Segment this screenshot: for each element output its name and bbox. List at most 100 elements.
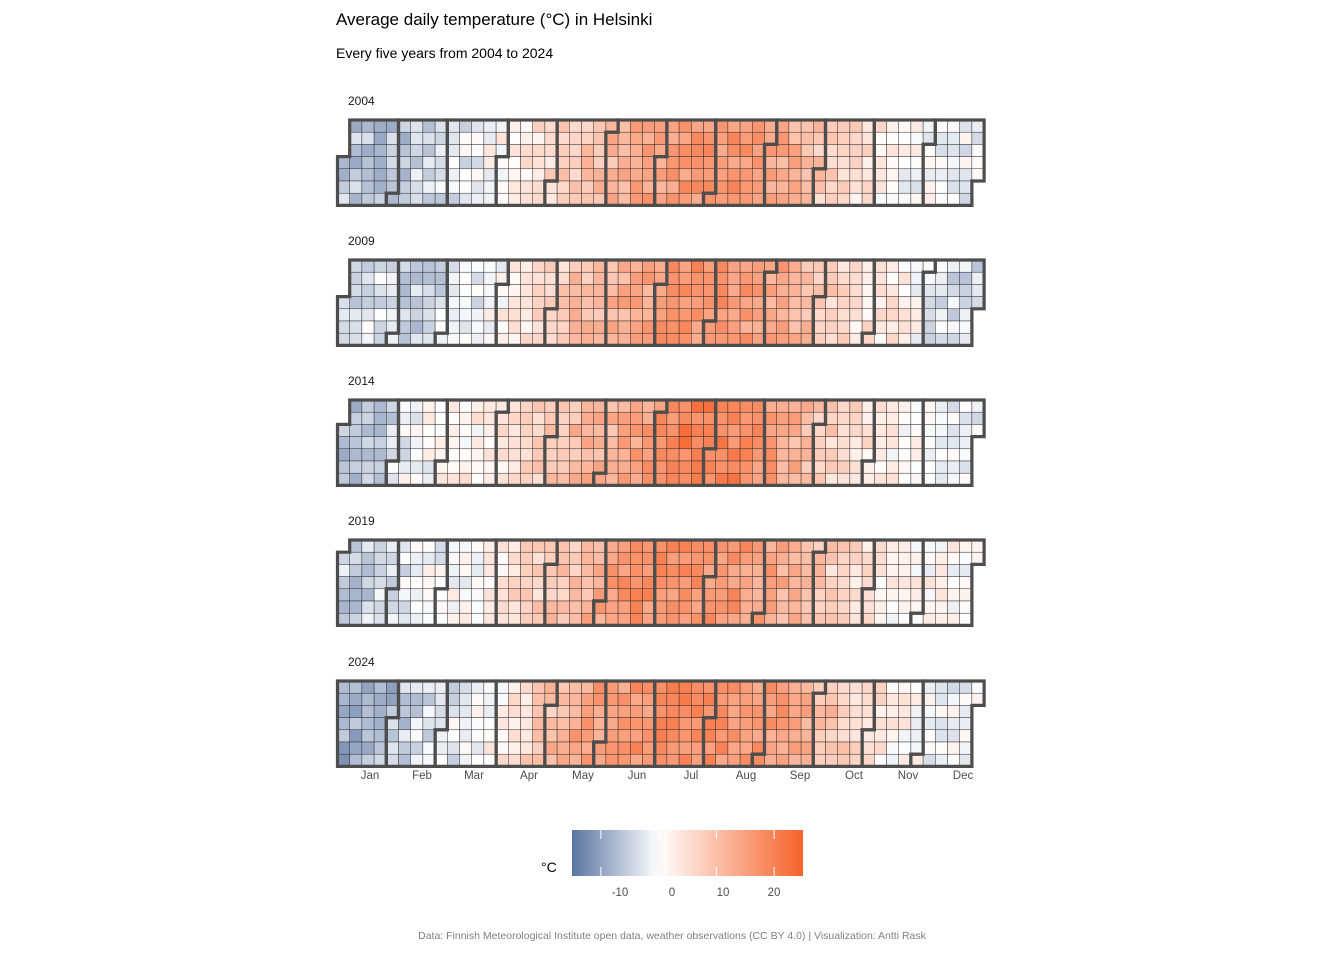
day-cell <box>935 692 948 706</box>
day-cell <box>959 436 973 450</box>
day-cell <box>642 119 655 133</box>
day-cell <box>471 460 485 474</box>
day-cell <box>739 411 753 425</box>
day-cell <box>495 168 509 182</box>
day-cell <box>569 168 582 182</box>
day-cell <box>752 472 765 486</box>
day-cell <box>837 448 851 462</box>
day-cell <box>569 192 582 206</box>
day-cell <box>837 332 851 346</box>
day-cell <box>508 436 521 450</box>
day-cell <box>422 192 436 206</box>
day-cell <box>947 705 960 718</box>
day-cell <box>837 259 851 273</box>
day-cell <box>788 180 802 194</box>
day-cell <box>581 424 594 437</box>
day-cell <box>910 551 924 565</box>
day-cell <box>483 411 497 425</box>
day-cell <box>569 156 582 170</box>
day-cell <box>739 705 753 718</box>
day-cell <box>581 741 594 755</box>
day-cell <box>593 320 607 334</box>
day-cell <box>605 192 619 206</box>
day-cell <box>617 168 631 182</box>
day-cell <box>910 168 924 182</box>
day-cell <box>349 588 363 602</box>
day-cell <box>861 180 875 194</box>
day-cell <box>410 612 424 626</box>
day-cell <box>715 576 729 590</box>
day-cell <box>813 424 826 437</box>
day-cell <box>642 156 655 170</box>
day-cell <box>922 332 936 346</box>
day-cell <box>715 168 729 182</box>
day-cell <box>617 144 631 157</box>
day-cell <box>593 539 607 553</box>
day-cell <box>495 448 509 462</box>
day-cell <box>483 741 497 755</box>
day-cell <box>471 717 485 731</box>
day-cell <box>495 692 509 706</box>
day-cell <box>910 539 924 553</box>
day-cell <box>654 271 668 285</box>
day-cell <box>447 411 460 425</box>
day-cell <box>483 144 497 157</box>
day-cell <box>630 180 643 194</box>
day-cell <box>471 436 485 450</box>
day-cell <box>373 192 387 206</box>
day-cell <box>410 144 424 157</box>
day-cell <box>581 612 594 626</box>
day-cell <box>495 612 509 626</box>
year-grid-2004 <box>335 118 986 207</box>
day-cell <box>910 144 924 157</box>
day-cell <box>886 259 899 273</box>
day-cell <box>959 741 973 755</box>
day-cell <box>898 284 912 297</box>
day-cell <box>837 588 851 602</box>
day-cell <box>556 460 570 474</box>
day-cell <box>447 332 460 346</box>
day-cell <box>959 411 973 425</box>
day-cell <box>459 131 472 145</box>
day-cell <box>922 168 936 182</box>
day-cell <box>605 705 619 718</box>
day-cell <box>886 564 899 577</box>
day-cell <box>434 576 448 590</box>
day-cell <box>337 332 350 346</box>
day-cell <box>910 180 924 194</box>
day-cell <box>788 472 802 486</box>
day-cell <box>898 399 912 413</box>
day-cell <box>581 692 594 706</box>
day-cell <box>861 576 875 590</box>
day-cell <box>922 539 936 553</box>
day-cell <box>886 472 899 486</box>
day-cell <box>386 296 399 310</box>
day-cell <box>666 564 680 577</box>
day-cell <box>410 448 424 462</box>
month-outline <box>921 398 986 487</box>
day-cell <box>959 588 973 602</box>
day-cell <box>532 296 546 310</box>
day-cell <box>569 600 582 614</box>
day-cell <box>630 448 643 462</box>
day-cell <box>947 259 960 273</box>
day-cell <box>837 705 851 718</box>
day-cell <box>666 119 680 133</box>
day-cell <box>544 472 558 486</box>
day-cell <box>666 284 680 297</box>
day-cell <box>788 460 802 474</box>
day-cell <box>495 539 509 553</box>
day-cell <box>752 753 765 767</box>
day-cell <box>593 192 607 206</box>
day-cell <box>434 192 448 206</box>
day-cell <box>630 332 643 346</box>
day-cell <box>703 180 716 194</box>
day-cell <box>959 119 973 133</box>
day-cell <box>532 192 546 206</box>
day-cell <box>605 539 619 553</box>
day-cell <box>447 564 460 577</box>
day-cell <box>605 588 619 602</box>
day-cell <box>642 308 655 322</box>
day-cell <box>593 284 607 297</box>
day-cell <box>495 192 509 206</box>
